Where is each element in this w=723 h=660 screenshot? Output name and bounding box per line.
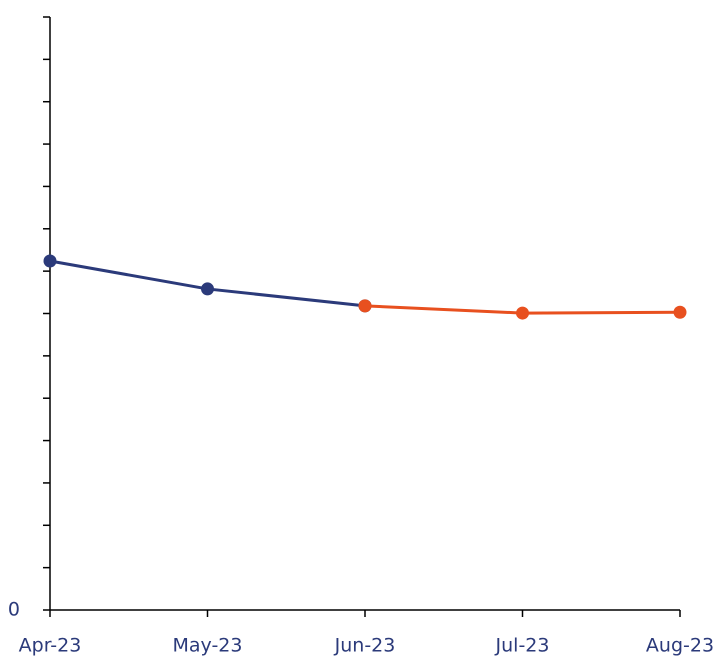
y-tick-label: 0 (8, 599, 20, 621)
data-point (43, 254, 57, 268)
x-tick-label: May-23 (173, 635, 243, 657)
data-point (673, 305, 687, 319)
x-tick-label: Aug-23 (646, 635, 714, 657)
data-point (358, 299, 372, 313)
data-point (201, 282, 214, 296)
x-tick-label: Jun-23 (334, 635, 396, 657)
data-point (516, 306, 529, 320)
x-tick-label: Apr-23 (19, 635, 82, 657)
x-tick-label: Jul-23 (495, 635, 550, 657)
